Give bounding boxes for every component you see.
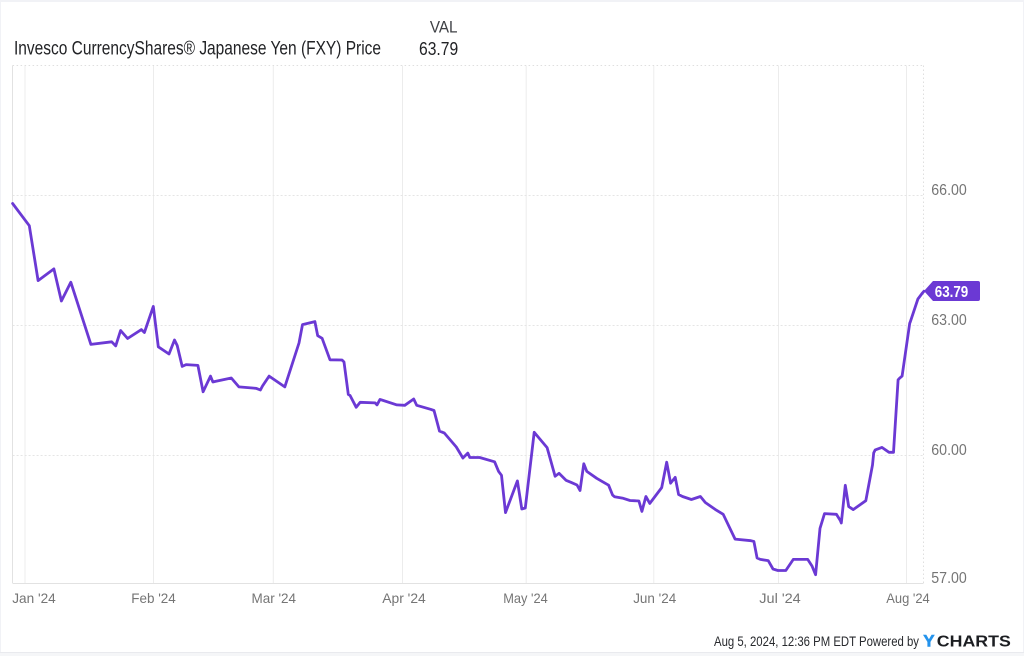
- svg-text:Aug 5, 2024, 12:36 PM EDT Powe: Aug 5, 2024, 12:36 PM EDT Powered by: [714, 634, 919, 649]
- svg-text:May '24: May '24: [503, 590, 548, 606]
- svg-text:Invesco CurrencyShares® Japane: Invesco CurrencyShares® Japanese Yen (FX…: [14, 39, 381, 60]
- svg-text:63.00: 63.00: [931, 312, 967, 329]
- svg-text:Y: Y: [923, 632, 935, 651]
- svg-text:Mar '24: Mar '24: [252, 590, 297, 606]
- svg-text:Jun '24: Jun '24: [633, 590, 676, 606]
- svg-text:66.00: 66.00: [931, 182, 967, 199]
- svg-text:Apr '24: Apr '24: [382, 590, 426, 606]
- svg-text:63.79: 63.79: [419, 38, 458, 59]
- svg-text:VAL: VAL: [430, 18, 458, 37]
- svg-text:Aug '24: Aug '24: [886, 590, 930, 606]
- svg-text:Feb '24: Feb '24: [131, 590, 176, 606]
- svg-text:57.00: 57.00: [931, 570, 967, 587]
- svg-text:60.00: 60.00: [931, 442, 967, 459]
- svg-text:Jan '24: Jan '24: [12, 590, 56, 606]
- svg-text:Jul '24: Jul '24: [759, 590, 801, 606]
- svg-text:CHARTS: CHARTS: [937, 634, 1011, 651]
- svg-text:63.79: 63.79: [935, 284, 969, 301]
